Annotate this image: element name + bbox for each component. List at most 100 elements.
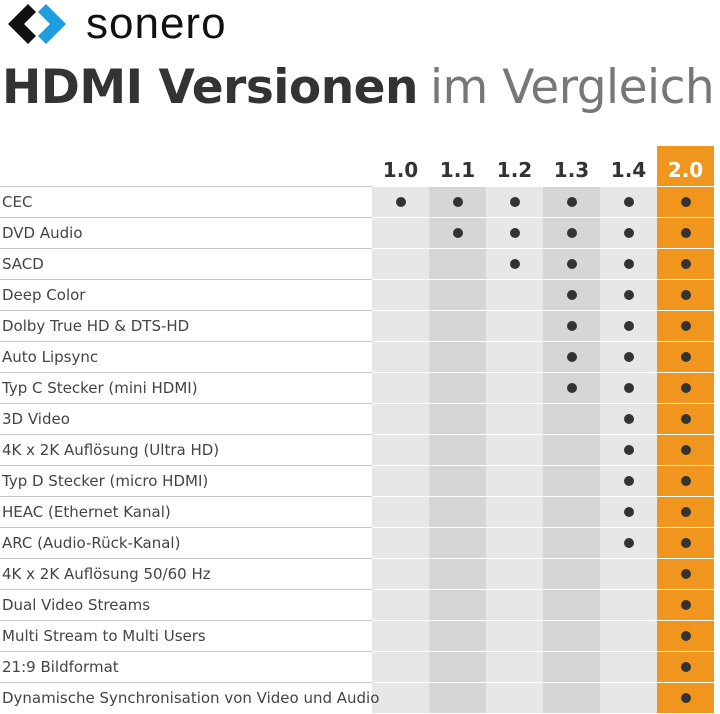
dot-icon <box>509 259 520 269</box>
support-cell <box>543 340 600 372</box>
support-cell <box>600 185 657 217</box>
dot-icon <box>680 290 691 300</box>
support-cell <box>486 681 543 713</box>
dot-icon <box>566 352 577 362</box>
support-cell <box>486 309 543 341</box>
support-cell <box>600 619 657 651</box>
feature-label: Typ C Stecker (mini HDMI) <box>0 371 372 403</box>
support-cell <box>429 588 486 620</box>
support-cell <box>372 340 429 372</box>
dot-icon <box>680 507 691 517</box>
feature-label: Dynamische Synchronisation von Video und… <box>0 681 379 713</box>
feature-label: Typ D Stecker (micro HDMI) <box>0 464 372 496</box>
table-row: Deep Color <box>0 278 714 310</box>
support-cell <box>543 557 600 589</box>
dot-icon <box>680 476 691 486</box>
sonero-logo-icon <box>8 4 66 44</box>
support-cell <box>543 185 600 217</box>
feature-label: DVD Audio <box>0 216 372 248</box>
dot-icon <box>452 197 463 207</box>
table-row: ARC (Audio-Rück-Kanal) <box>0 526 714 558</box>
feature-label: Multi Stream to Multi Users <box>0 619 372 651</box>
table-row: 4K x 2K Auflösung (Ultra HD) <box>0 433 714 465</box>
header-empty <box>0 146 372 186</box>
brand-name: sonero <box>86 0 227 48</box>
feature-label: 21:9 Bildformat <box>0 650 372 682</box>
support-cell <box>486 371 543 403</box>
dot-icon <box>623 228 634 238</box>
support-cell <box>486 495 543 527</box>
support-cell <box>600 495 657 527</box>
dot-icon <box>623 476 634 486</box>
table-row: Typ C Stecker (mini HDMI) <box>0 371 714 403</box>
dot-icon <box>623 414 634 424</box>
support-cell <box>486 247 543 279</box>
table-row: HEAC (Ethernet Kanal) <box>0 495 714 527</box>
support-cell <box>372 185 429 217</box>
support-cell <box>372 278 429 310</box>
support-cell <box>657 588 714 620</box>
support-cell <box>543 619 600 651</box>
header-row: 1.0 1.1 1.2 1.3 1.4 2.0 <box>0 146 714 186</box>
dot-icon <box>566 228 577 238</box>
dot-icon <box>680 600 691 610</box>
dot-icon <box>395 197 406 207</box>
dot-icon <box>680 538 691 548</box>
support-cell <box>372 247 429 279</box>
dot-icon <box>680 197 691 207</box>
table-row: Dual Video Streams <box>0 588 714 620</box>
dot-icon <box>680 383 691 393</box>
support-cell <box>657 650 714 682</box>
support-cell <box>600 650 657 682</box>
table-row: Multi Stream to Multi Users <box>0 619 714 651</box>
support-cell <box>372 650 429 682</box>
dot-icon <box>566 197 577 207</box>
support-cell <box>657 309 714 341</box>
support-cell <box>600 557 657 589</box>
support-cell <box>657 464 714 496</box>
support-cell <box>600 464 657 496</box>
support-cell <box>372 619 429 651</box>
support-cell <box>600 371 657 403</box>
support-cell <box>543 526 600 558</box>
support-cell <box>486 464 543 496</box>
support-cell <box>486 557 543 589</box>
dot-icon <box>623 383 634 393</box>
support-cell <box>600 340 657 372</box>
table-row: Auto Lipsync <box>0 340 714 372</box>
support-cell <box>486 216 543 248</box>
support-cell <box>657 402 714 434</box>
support-cell <box>372 309 429 341</box>
support-cell <box>600 309 657 341</box>
support-cell <box>429 557 486 589</box>
support-cell <box>429 619 486 651</box>
support-cell <box>543 402 600 434</box>
dot-icon <box>623 290 634 300</box>
dot-icon <box>452 228 463 238</box>
support-cell <box>543 681 600 713</box>
version-header: 1.4 <box>610 157 647 182</box>
support-cell <box>600 526 657 558</box>
support-cell <box>657 278 714 310</box>
support-cell <box>657 185 714 217</box>
support-cell <box>429 185 486 217</box>
dot-icon <box>680 569 691 579</box>
support-cell <box>486 185 543 217</box>
table-row: 4K x 2K Auflösung 50/60 Hz <box>0 557 714 589</box>
table-row: CEC <box>0 185 714 217</box>
title-bold: HDMI Versionen <box>2 60 419 115</box>
support-cell <box>600 433 657 465</box>
support-cell <box>429 216 486 248</box>
title-light: im Vergleich <box>430 60 715 115</box>
support-cell <box>486 588 543 620</box>
dot-icon <box>680 662 691 672</box>
version-header: 1.1 <box>439 157 476 182</box>
support-cell <box>657 557 714 589</box>
dot-icon <box>566 259 577 269</box>
dot-icon <box>509 197 520 207</box>
support-cell <box>372 681 429 713</box>
support-cell <box>600 278 657 310</box>
support-cell <box>372 216 429 248</box>
support-cell <box>600 402 657 434</box>
support-cell <box>657 340 714 372</box>
